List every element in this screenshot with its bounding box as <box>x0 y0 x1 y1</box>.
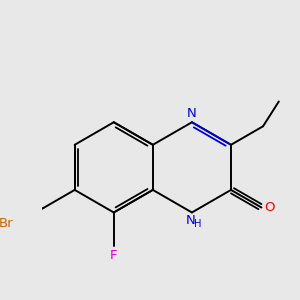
Text: N: N <box>186 214 196 227</box>
Text: F: F <box>110 249 118 262</box>
Text: Br: Br <box>0 217 13 230</box>
Text: N: N <box>187 107 197 120</box>
Text: H: H <box>194 219 202 229</box>
Text: O: O <box>264 201 275 214</box>
